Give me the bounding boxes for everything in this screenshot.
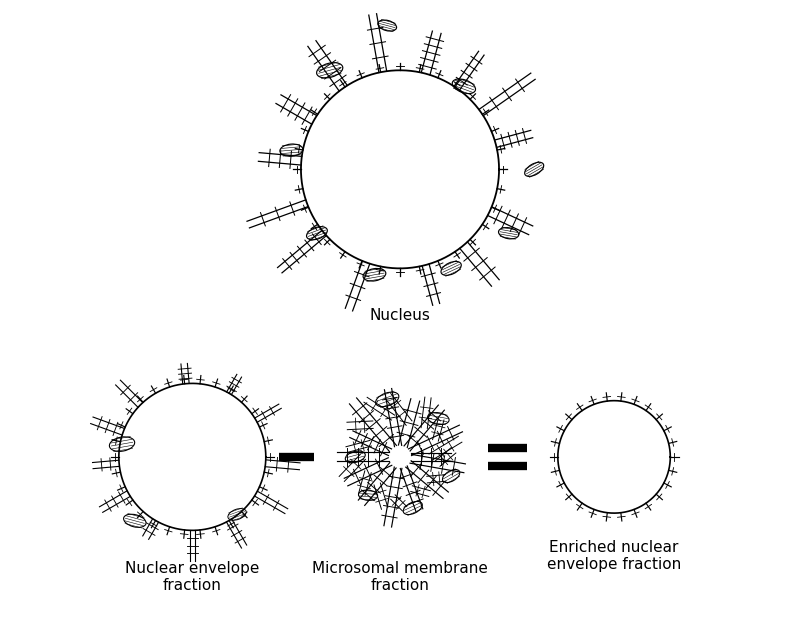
Text: Nucleus: Nucleus xyxy=(370,308,430,323)
Text: Enriched nuclear
envelope fraction: Enriched nuclear envelope fraction xyxy=(547,540,681,573)
Text: Nuclear envelope
fraction: Nuclear envelope fraction xyxy=(125,561,259,594)
Text: Microsomal membrane
fraction: Microsomal membrane fraction xyxy=(312,561,488,594)
